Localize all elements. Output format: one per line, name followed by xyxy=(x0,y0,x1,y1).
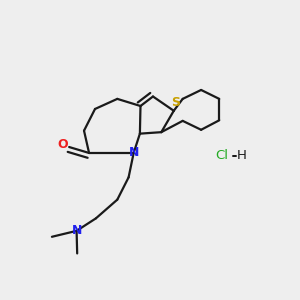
Text: Cl: Cl xyxy=(215,149,228,162)
Text: O: O xyxy=(57,138,68,151)
Text: H: H xyxy=(237,149,247,162)
Text: N: N xyxy=(128,146,139,160)
Text: N: N xyxy=(71,224,82,237)
Text: S: S xyxy=(171,96,180,109)
